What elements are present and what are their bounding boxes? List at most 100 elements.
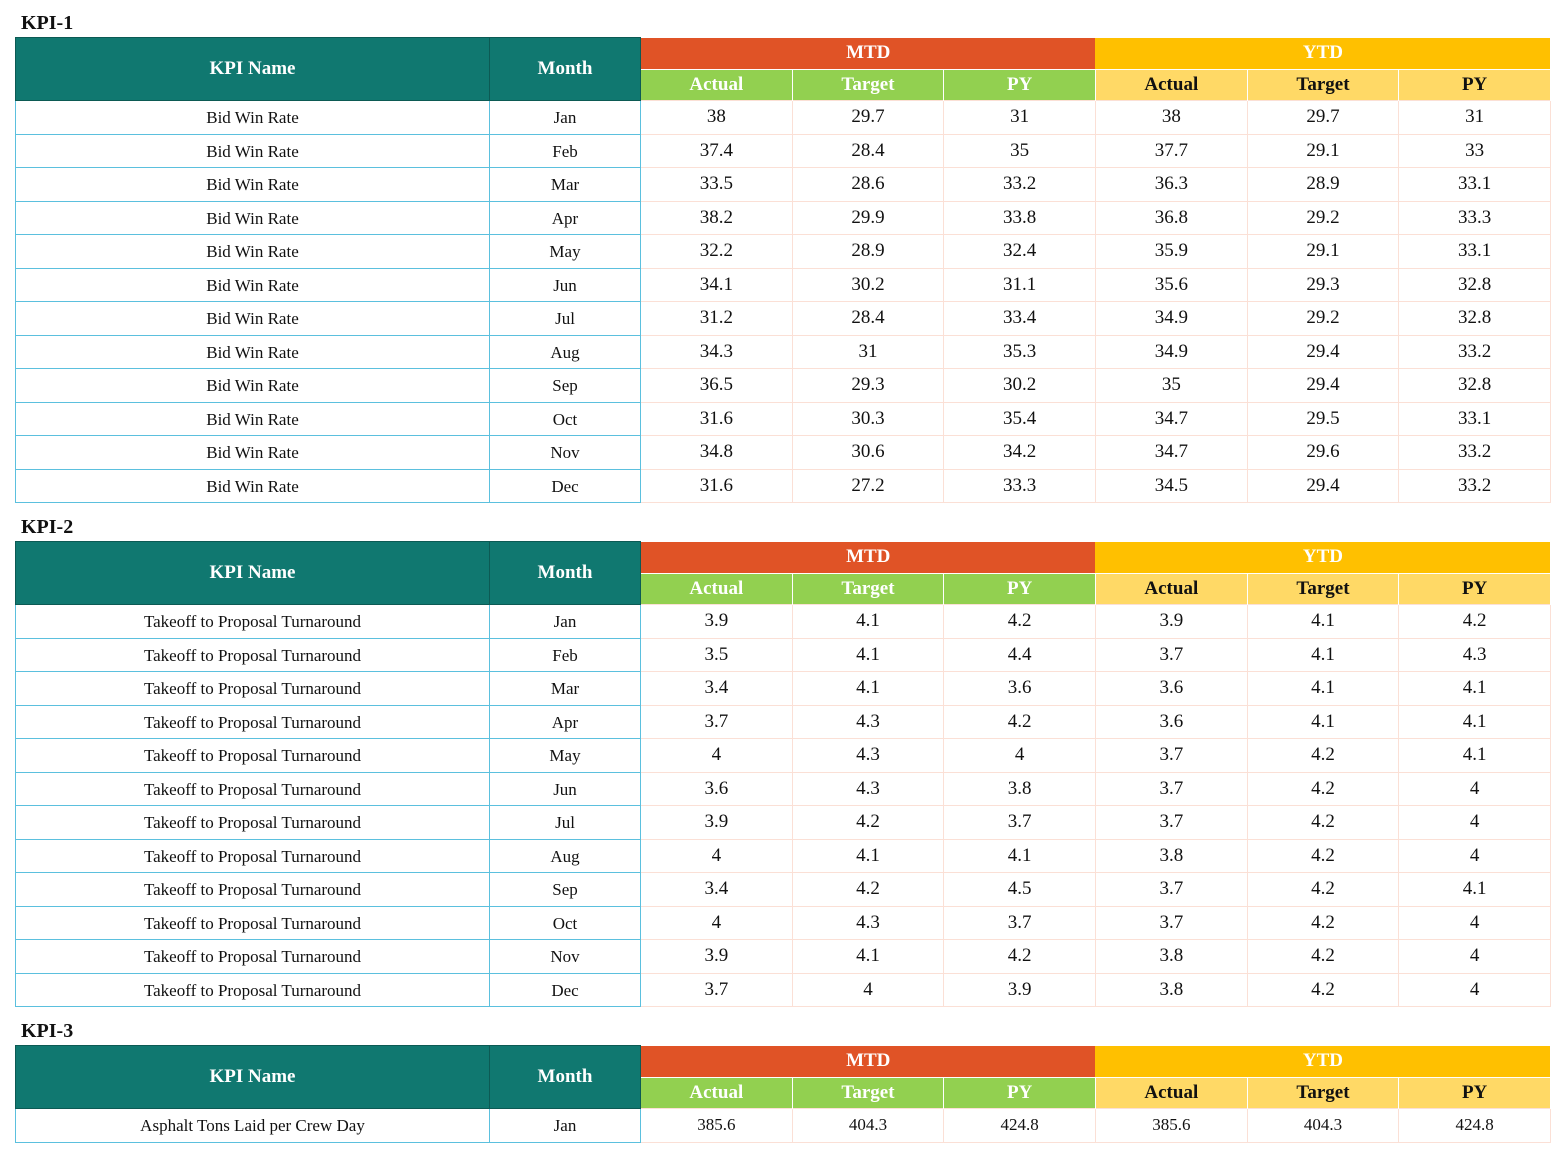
kpi-name-cell: Takeoff to Proposal Turnaround: [15, 872, 490, 907]
mtd-py-cell: 424.8: [943, 1108, 1096, 1143]
ytd-actual-cell: 34.9: [1094, 334, 1248, 369]
month-cell: May: [489, 234, 641, 269]
month-cell: Aug: [489, 838, 641, 873]
ytd-target-cell: 4.1: [1246, 604, 1400, 639]
mtd-py-cell: 34.2: [943, 435, 1096, 470]
kpi-table: KPI Name Month MTD YTD Actual Target PY …: [15, 541, 1551, 1007]
table-row: Bid Win Rate Oct 31.6 30.3 35.4 34.7 29.5 33.1: [15, 401, 1551, 436]
ytd-actual-cell: 34.5: [1094, 468, 1248, 503]
ytd-py-cell: 32.8: [1398, 301, 1551, 336]
header-ytd-actual: Actual: [1094, 1077, 1248, 1109]
month-cell: Nov: [489, 435, 641, 470]
ytd-target-cell: 29.3: [1246, 267, 1400, 302]
table-row: Bid Win Rate Jul 31.2 28.4 33.4 34.9 29.2 32.8: [15, 301, 1551, 336]
ytd-actual-cell: 36.3: [1094, 167, 1248, 202]
table-row: Takeoff to Proposal Turnaround May 4 4.3 4 3.…: [15, 738, 1551, 773]
mtd-target-cell: 4: [791, 972, 945, 1007]
ytd-py-cell: 32.8: [1398, 267, 1551, 302]
kpi-name-cell: Bid Win Rate: [15, 200, 490, 235]
mtd-target-cell: 29.9: [791, 200, 945, 235]
ytd-py-cell: 4.2: [1398, 604, 1551, 639]
ytd-py-cell: 4.1: [1398, 738, 1551, 773]
header-ytd: YTD: [1095, 1045, 1551, 1078]
kpi-name-cell: Takeoff to Proposal Turnaround: [15, 771, 490, 806]
ytd-target-cell: 4.1: [1246, 671, 1400, 706]
mtd-target-cell: 28.6: [791, 167, 945, 202]
table-row: Takeoff to Proposal Turnaround Sep 3.4 4.2 4…: [15, 872, 1551, 907]
mtd-py-cell: 30.2: [943, 368, 1096, 403]
table-row: Takeoff to Proposal Turnaround Jul 3.9 4.2 3…: [15, 805, 1551, 840]
ytd-py-cell: 33: [1398, 133, 1551, 168]
header-kpi-name: KPI Name: [15, 541, 490, 605]
header-mtd-py: PY: [943, 1077, 1096, 1109]
header-mtd: MTD: [640, 541, 1096, 574]
mtd-actual-cell: 34.8: [640, 435, 793, 470]
ytd-actual-cell: 34.9: [1094, 301, 1248, 336]
mtd-target-cell: 28.4: [791, 301, 945, 336]
month-cell: Jul: [489, 301, 641, 336]
mtd-actual-cell: 3.7: [640, 972, 793, 1007]
month-cell: Aug: [489, 334, 641, 369]
ytd-py-cell: 4.1: [1398, 872, 1551, 907]
ytd-actual-cell: 3.7: [1094, 805, 1248, 840]
header-ytd-target: Target: [1246, 1077, 1400, 1109]
ytd-actual-cell: 38: [1094, 100, 1248, 135]
mtd-target-cell: 4.2: [791, 805, 945, 840]
ytd-target-cell: 4.2: [1246, 939, 1400, 974]
mtd-target-cell: 4.1: [791, 939, 945, 974]
mtd-py-cell: 4.5: [943, 872, 1096, 907]
mtd-actual-cell: 31.2: [640, 301, 793, 336]
ytd-actual-cell: 35.6: [1094, 267, 1248, 302]
ytd-target-cell: 29.4: [1246, 368, 1400, 403]
ytd-actual-cell: 3.7: [1094, 738, 1248, 773]
ytd-target-cell: 4.2: [1246, 838, 1400, 873]
header-ytd-actual: Actual: [1094, 573, 1248, 605]
ytd-py-cell: 33.3: [1398, 200, 1551, 235]
ytd-actual-cell: 34.7: [1094, 435, 1248, 470]
mtd-actual-cell: 31.6: [640, 401, 793, 436]
mtd-py-cell: 3.9: [943, 972, 1096, 1007]
mtd-target-cell: 29.7: [791, 100, 945, 135]
kpi-table-body: Asphalt Tons Laid per Crew Day Jan 385.6 40…: [15, 1108, 1551, 1143]
ytd-actual-cell: 3.8: [1094, 838, 1248, 873]
mtd-py-cell: 33.2: [943, 167, 1096, 202]
kpi-name-cell: Takeoff to Proposal Turnaround: [15, 604, 490, 639]
ytd-py-cell: 4: [1398, 939, 1551, 974]
ytd-actual-cell: 34.7: [1094, 401, 1248, 436]
mtd-target-cell: 4.1: [791, 604, 945, 639]
mtd-actual-cell: 37.4: [640, 133, 793, 168]
ytd-py-cell: 4: [1398, 838, 1551, 873]
header-mtd-actual: Actual: [640, 573, 793, 605]
mtd-target-cell: 4.3: [791, 905, 945, 940]
mtd-actual-cell: 3.4: [640, 671, 793, 706]
mtd-actual-cell: 38: [640, 100, 793, 135]
mtd-target-cell: 404.3: [791, 1108, 945, 1143]
mtd-py-cell: 4.2: [943, 604, 1096, 639]
ytd-target-cell: 28.9: [1246, 167, 1400, 202]
mtd-target-cell: 28.9: [791, 234, 945, 269]
ytd-actual-cell: 3.6: [1094, 671, 1248, 706]
mtd-target-cell: 28.4: [791, 133, 945, 168]
mtd-py-cell: 35.4: [943, 401, 1096, 436]
kpi-name-cell: Bid Win Rate: [15, 368, 490, 403]
ytd-target-cell: 29.2: [1246, 200, 1400, 235]
ytd-actual-cell: 3.7: [1094, 771, 1248, 806]
ytd-py-cell: 4: [1398, 905, 1551, 940]
ytd-actual-cell: 3.8: [1094, 972, 1248, 1007]
mtd-target-cell: 29.3: [791, 368, 945, 403]
kpi-table-body: Bid Win Rate Jan 38 29.7 31 38 29.7 31 Bid Win R…: [15, 100, 1551, 503]
ytd-py-cell: 4: [1398, 805, 1551, 840]
mtd-target-cell: 31: [791, 334, 945, 369]
kpi-name-cell: Bid Win Rate: [15, 334, 490, 369]
mtd-actual-cell: 31.6: [640, 468, 793, 503]
kpi-title: KPI-3: [21, 1020, 74, 1042]
ytd-py-cell: 33.2: [1398, 435, 1551, 470]
mtd-py-cell: 33.4: [943, 301, 1096, 336]
month-cell: Feb: [489, 637, 641, 672]
ytd-py-cell: 33.2: [1398, 468, 1551, 503]
header-mtd-target: Target: [791, 1077, 945, 1109]
mtd-actual-cell: 38.2: [640, 200, 793, 235]
kpi-table: KPI Name Month MTD YTD Actual Target PY …: [15, 37, 1551, 503]
mtd-py-cell: 4.2: [943, 704, 1096, 739]
ytd-actual-cell: 36.8: [1094, 200, 1248, 235]
